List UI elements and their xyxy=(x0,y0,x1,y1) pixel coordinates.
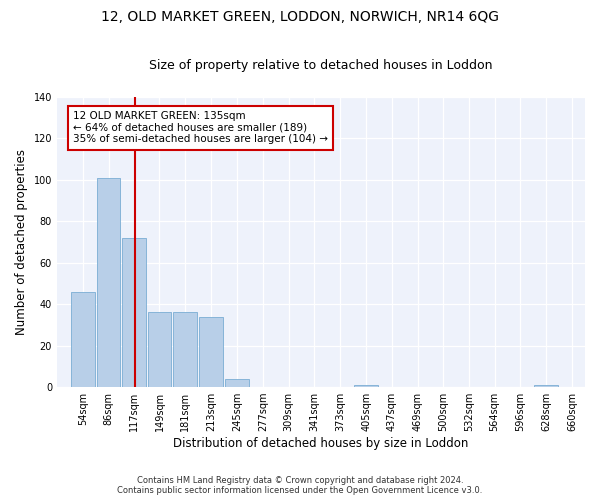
Bar xyxy=(71,292,95,387)
Bar xyxy=(354,385,378,387)
Text: 12 OLD MARKET GREEN: 135sqm
← 64% of detached houses are smaller (189)
35% of se: 12 OLD MARKET GREEN: 135sqm ← 64% of det… xyxy=(73,112,328,144)
Y-axis label: Number of detached properties: Number of detached properties xyxy=(15,149,28,335)
Bar xyxy=(535,385,558,387)
Bar xyxy=(199,316,223,387)
Text: Contains HM Land Registry data © Crown copyright and database right 2024.
Contai: Contains HM Land Registry data © Crown c… xyxy=(118,476,482,495)
Title: Size of property relative to detached houses in Loddon: Size of property relative to detached ho… xyxy=(149,59,493,72)
Bar xyxy=(148,312,172,387)
Bar xyxy=(173,312,197,387)
Bar xyxy=(122,238,146,387)
Bar xyxy=(225,379,249,387)
Text: 12, OLD MARKET GREEN, LODDON, NORWICH, NR14 6QG: 12, OLD MARKET GREEN, LODDON, NORWICH, N… xyxy=(101,10,499,24)
X-axis label: Distribution of detached houses by size in Loddon: Distribution of detached houses by size … xyxy=(173,437,469,450)
Bar xyxy=(97,178,120,387)
